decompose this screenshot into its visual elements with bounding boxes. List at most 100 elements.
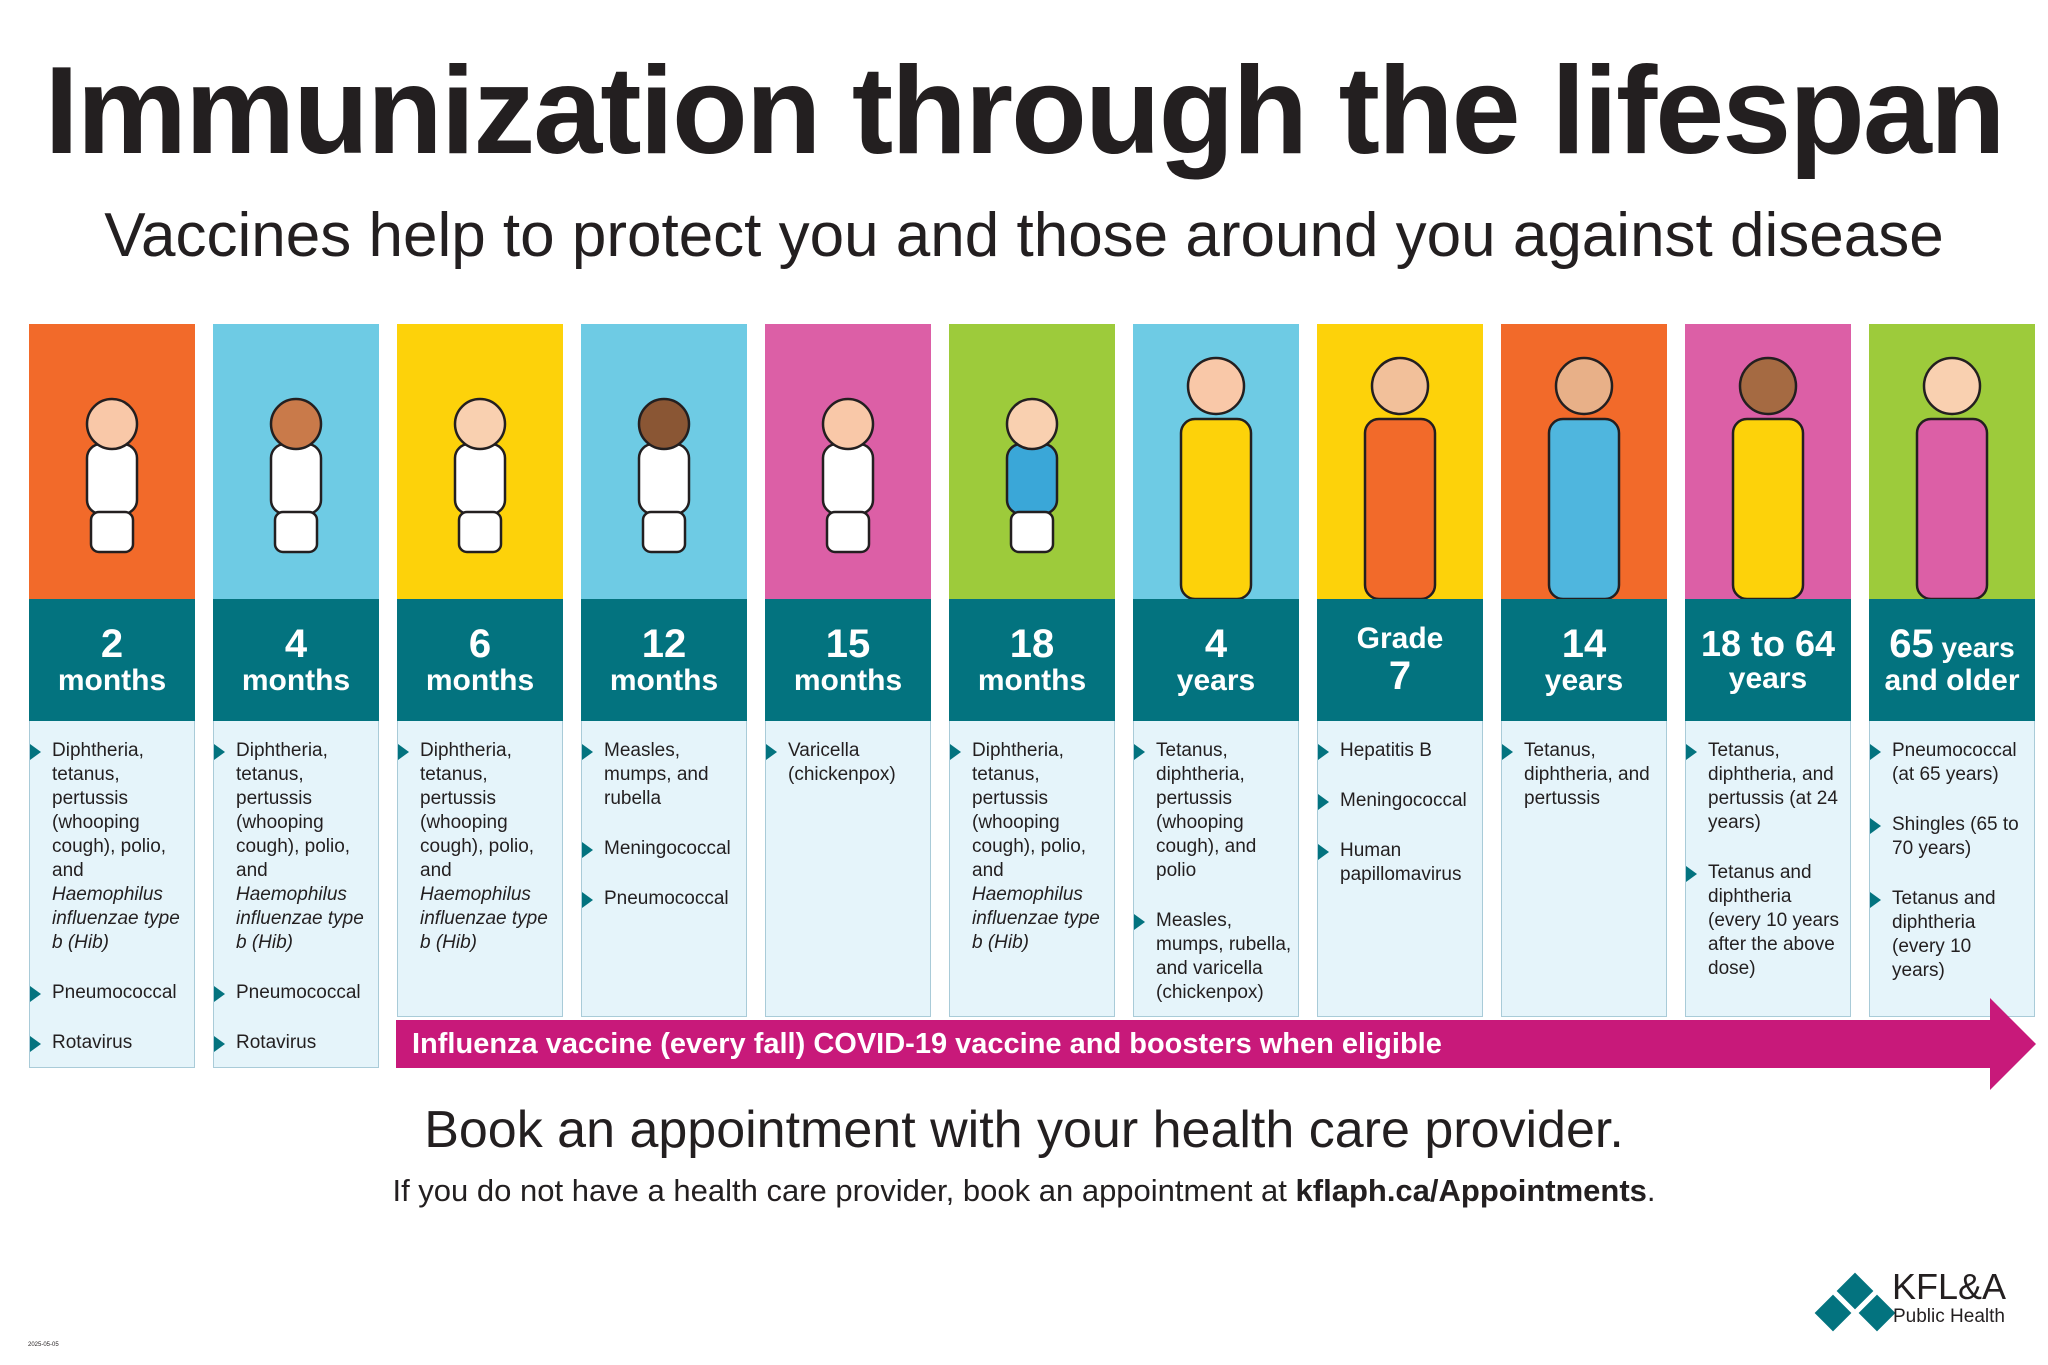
vaccine-item: Tetanus, diphtheria, pertussis (whooping… — [1134, 739, 1292, 883]
print-date: 2025-05-05 — [28, 1342, 59, 1348]
age-unit: 7 — [1388, 653, 1412, 698]
age-header: 18 months — [949, 599, 1115, 721]
influenza-covid-banner: Influenza vaccine (every fall) COVID-19 … — [396, 1020, 1991, 1068]
age-value: 18 to 64 — [1700, 623, 1836, 665]
vaccine-italic: Haemophilus influenzae type b (Hib) — [236, 884, 364, 953]
vaccine-item: Diphtheria, tetanus, pertussis (whooping… — [214, 739, 372, 955]
vaccine-item: Measles, mumps, and rubella — [582, 739, 740, 811]
kfla-logo: KFL&A Public Health — [1800, 1266, 2030, 1332]
age-header: 65 years and older — [1869, 599, 2035, 721]
vaccine-list: Diphtheria, tetanus, pertussis (whooping… — [213, 721, 379, 1068]
person-icon — [1731, 356, 1805, 599]
vaccine-item: Meningococcal — [1318, 789, 1476, 813]
age-value: 18 — [1009, 622, 1055, 667]
age-header: 6 months — [397, 599, 563, 721]
age-unit: months — [57, 664, 167, 698]
age-unit: years — [1544, 664, 1624, 698]
person-icon — [1547, 356, 1621, 599]
person-illustration — [397, 324, 563, 599]
age-column: 18 to 64 years Tetanus, diphtheria, and pe… — [1685, 324, 1851, 1017]
age-unit: years — [1728, 662, 1808, 696]
note-period: . — [1646, 1173, 1656, 1208]
vaccine-item: Hepatitis B — [1318, 739, 1476, 763]
vaccine-list: Diphtheria, tetanus, pertussis (whooping… — [29, 721, 195, 1068]
vaccine-italic: Haemophilus influenzae type b (Hib) — [420, 884, 548, 953]
page-subtitle: Vaccines help to protect you and those a… — [104, 201, 1944, 270]
age-unit: and older — [1884, 664, 2020, 698]
age-value: 12 — [641, 622, 687, 667]
person-illustration — [1501, 324, 1667, 599]
vaccine-item: Pneumococcal — [214, 981, 372, 1005]
age-header: 14 years — [1501, 599, 1667, 721]
age-column: 12 months Measles, mumps, and rubella Menin… — [581, 324, 747, 1017]
vaccine-item: Diphtheria, tetanus, pertussis (whooping… — [30, 739, 188, 955]
vaccine-item: Diphtheria, tetanus, pertussis (whooping… — [950, 739, 1108, 955]
person-illustration — [949, 324, 1115, 599]
age-unit-inline: years — [1933, 632, 2015, 664]
age-unit: months — [241, 664, 351, 698]
age-value: 4 — [1204, 622, 1228, 667]
vaccine-list: Tetanus, diphtheria, and pertussis (at 2… — [1685, 721, 1851, 1017]
vaccine-item: Pneumococcal — [582, 887, 740, 911]
age-column: 6 months Diphtheria, tetanus, pertussis (w… — [397, 324, 563, 1017]
person-icon — [269, 397, 323, 554]
vaccine-italic: Haemophilus influenzae type b (Hib) — [972, 884, 1100, 953]
age-column: Grade 7 Hepatitis B Meningococcal Human papi… — [1317, 324, 1483, 1017]
age-value: 6 — [468, 622, 492, 667]
arrow-head-icon — [1990, 998, 2036, 1090]
person-icon — [1363, 356, 1437, 599]
vaccine-list: Hepatitis B Meningococcal Human papillomav… — [1317, 721, 1483, 1017]
age-header: 4 months — [213, 599, 379, 721]
appointments-link[interactable]: kflaph.ca/Appointments — [1295, 1173, 1647, 1208]
vaccine-item: Tetanus, diphtheria, and pertussis — [1502, 739, 1660, 811]
age-column: 65 years and older Pneumococcal (at 65 yea… — [1869, 324, 2035, 1017]
appointment-note: If you do not have a health care provide… — [0, 1173, 2048, 1209]
person-icon — [637, 397, 691, 554]
person-icon — [85, 397, 139, 554]
logo-subtitle: Public Health — [1893, 1306, 2005, 1327]
person-illustration — [213, 324, 379, 599]
age-header: 18 to 64 years — [1685, 599, 1851, 721]
vaccine-item: Human papillomavirus — [1318, 839, 1476, 887]
vaccine-item: Shingles (65 to 70 years) — [1870, 813, 2028, 861]
vaccine-item: Diphtheria, tetanus, pertussis (whooping… — [398, 739, 556, 955]
age-value: 65 years — [1889, 622, 2015, 667]
age-column: 2 months Diphtheria, tetanus, pertussis (w… — [29, 324, 195, 1068]
book-appointment-heading: Book an appointment with your health car… — [424, 1101, 1624, 1159]
vaccine-list: Diphtheria, tetanus, pertussis (whooping… — [397, 721, 563, 1017]
age-column: 14 years Tetanus, diphtheria, and pertussi… — [1501, 324, 1667, 1017]
age-column: 18 months Diphtheria, tetanus, pertussis (… — [949, 324, 1115, 1017]
person-illustration — [581, 324, 747, 599]
vaccine-list: Measles, mumps, and rubella Meningococcal… — [581, 721, 747, 1017]
age-unit: years — [1176, 664, 1256, 698]
age-value: 14 — [1561, 622, 1607, 667]
age-header: 12 months — [581, 599, 747, 721]
age-header: 4 years — [1133, 599, 1299, 721]
vaccine-italic: Haemophilus influenzae type b (Hib) — [52, 884, 180, 953]
vaccine-item: Meningococcal — [582, 837, 740, 861]
age-column: 4 years Tetanus, diphtheria, pertussis (wh… — [1133, 324, 1299, 1017]
age-column: 15 months Varicella (chickenpox) — [765, 324, 931, 1017]
person-icon — [1005, 397, 1059, 554]
vaccine-list: Diphtheria, tetanus, pertussis (whooping… — [949, 721, 1115, 1017]
person-illustration — [1317, 324, 1483, 599]
person-icon — [453, 397, 507, 554]
person-icon — [1915, 356, 1989, 599]
age-column: 4 months Diphtheria, tetanus, pertussis (w… — [213, 324, 379, 1068]
age-unit: months — [609, 664, 719, 698]
age-value: 15 — [825, 622, 871, 667]
vaccine-item: Varicella (chickenpox) — [766, 739, 924, 787]
person-illustration — [1133, 324, 1299, 599]
age-unit: months — [425, 664, 535, 698]
person-icon — [1179, 356, 1253, 599]
page-title: Immunization through the lifespan — [44, 42, 2005, 180]
age-header: Grade 7 — [1317, 599, 1483, 721]
vaccine-item: Rotavirus — [214, 1031, 372, 1055]
vaccine-item: Measles, mumps, rubella, and varicella (… — [1134, 909, 1292, 1005]
person-illustration — [765, 324, 931, 599]
vaccine-list: Tetanus, diphtheria, and pertussis — [1501, 721, 1667, 1017]
vaccine-list: Tetanus, diphtheria, pertussis (whooping… — [1133, 721, 1299, 1017]
age-unit: months — [793, 664, 903, 698]
age-unit: months — [977, 664, 1087, 698]
vaccine-list: Pneumococcal (at 65 years) Shingles (65 t… — [1869, 721, 2035, 1017]
